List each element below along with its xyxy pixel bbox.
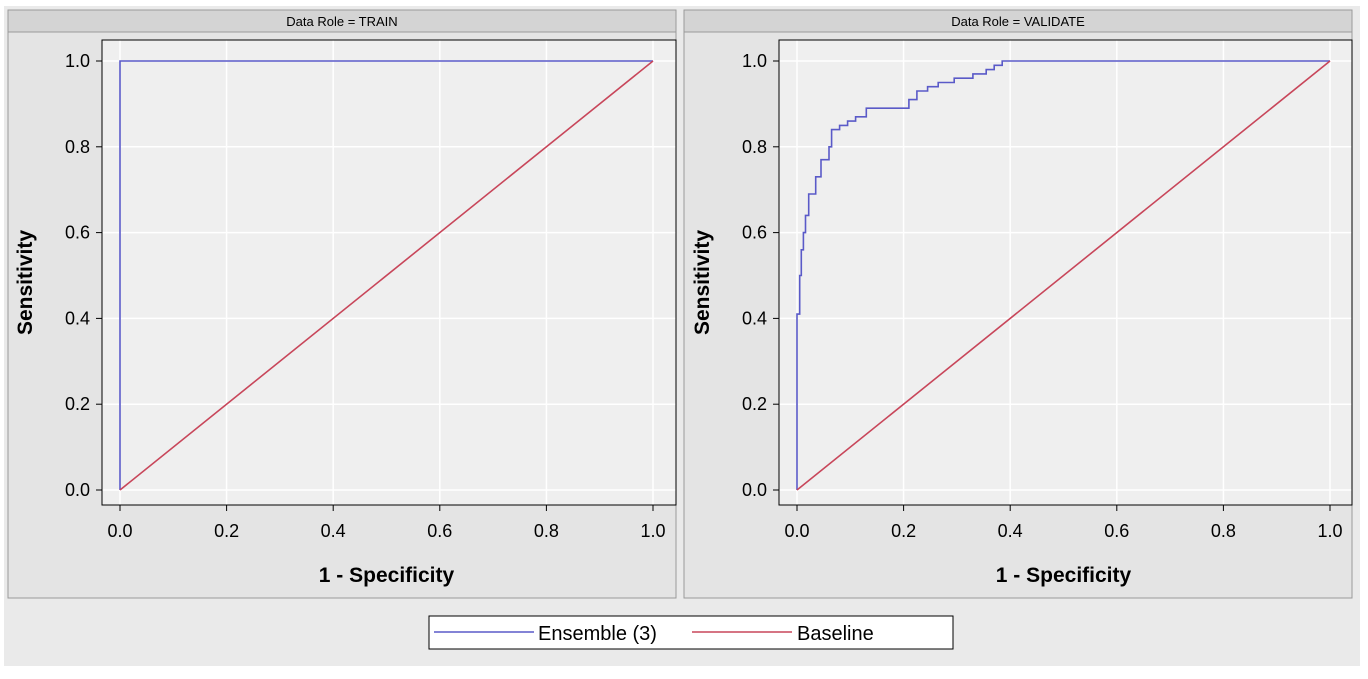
y-axis-label: Sensitivity — [691, 230, 714, 335]
series-line-baseline — [796, 60, 1331, 491]
series-line-ensemble-3 — [119, 60, 653, 490]
series-line-ensemble-3 — [796, 60, 1330, 490]
plot-border — [101, 39, 677, 506]
y-tick-label: 0.2 — [742, 394, 767, 414]
panel-validate-title: Data Role = VALIDATE — [951, 14, 1085, 29]
y-tick-label: 0.6 — [742, 223, 767, 243]
x-tick-label: 0.2 — [214, 521, 239, 541]
panel-train-header — [7, 9, 677, 33]
legend-label-ensemble: Ensemble (3) — [538, 623, 657, 645]
x-axis-label: 1 - Specificity — [319, 564, 455, 587]
x-tick-label: 1.0 — [1317, 521, 1342, 541]
x-tick-label: 0.6 — [427, 521, 452, 541]
y-tick-label: 0.0 — [742, 480, 767, 500]
y-tick-label: 0.4 — [65, 308, 90, 328]
x-tick-label: 0.0 — [784, 521, 809, 541]
y-axis-label: Sensitivity — [14, 230, 37, 335]
y-tick-label: 0.6 — [65, 223, 90, 243]
x-tick-label: 0.6 — [1104, 521, 1129, 541]
y-tick-label: 0.4 — [742, 308, 767, 328]
y-tick-label: 0.2 — [65, 394, 90, 414]
x-tick-label: 0.8 — [534, 521, 559, 541]
x-tick-label: 1.0 — [640, 521, 665, 541]
y-tick-label: 0.0 — [65, 480, 90, 500]
series-line-baseline — [119, 60, 654, 491]
panel-train-plot: 0.0 0.2 0.4 0.6 0.8 1.0 0.0 0.2 0.4 0.6 0.8 1.0 1 - … — [14, 39, 677, 587]
y-tick-label: 1.0 — [65, 51, 90, 71]
x-tick-label: 0.2 — [891, 521, 916, 541]
legend-label-baseline: Baseline — [797, 623, 874, 645]
y-tick-label: 0.8 — [742, 137, 767, 157]
panel-validate-plot: 0.0 0.2 0.4 0.6 0.8 1.0 0.0 0.2 0.4 0.6 0.8 1.0 1 - … — [691, 39, 1353, 587]
plot-border — [778, 39, 1353, 506]
y-tick-label: 0.8 — [65, 137, 90, 157]
y-tick-label: 1.0 — [742, 51, 767, 71]
x-tick-label: 0.8 — [1211, 521, 1236, 541]
x-tick-label: 0.4 — [321, 521, 346, 541]
panel-train-title: Data Role = TRAIN — [286, 14, 397, 29]
x-axis-label: 1 - Specificity — [996, 564, 1132, 587]
x-tick-label: 0.0 — [107, 521, 132, 541]
x-tick-label: 0.4 — [998, 521, 1023, 541]
panel-validate-header — [683, 9, 1353, 33]
